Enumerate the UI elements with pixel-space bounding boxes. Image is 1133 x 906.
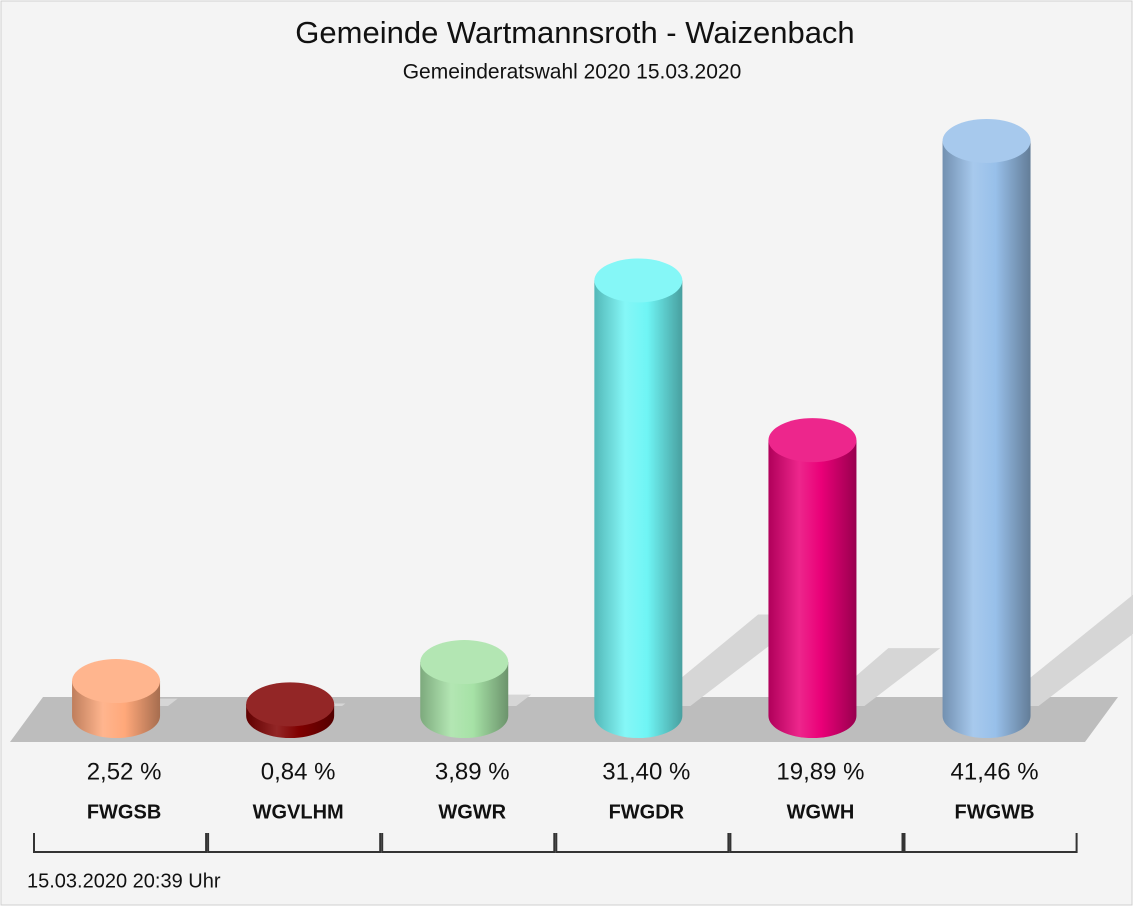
- bar: [942, 118, 1031, 739]
- value-label: 19,89 %: [776, 758, 864, 785]
- category-label: FWGSB: [87, 801, 161, 823]
- category-bracket: [555, 833, 730, 853]
- bar-top: [594, 258, 683, 303]
- value-label: 0,84 %: [261, 758, 336, 785]
- category-label: WGWR: [438, 801, 506, 823]
- category-label: FWGWB: [955, 801, 1035, 823]
- category-bracket: [381, 833, 556, 853]
- bar: [420, 640, 509, 738]
- category-label: FWGDR: [609, 801, 685, 823]
- bar-body: [768, 440, 857, 738]
- value-label: 41,46 %: [951, 758, 1039, 785]
- category-bracket: [729, 833, 904, 853]
- bar: [768, 418, 857, 738]
- value-label: 31,40 %: [602, 758, 690, 785]
- bar-top: [768, 418, 857, 463]
- category-label: WGWH: [787, 801, 855, 823]
- bar-top: [942, 118, 1031, 163]
- bar-body: [594, 280, 683, 738]
- category-bracket: [33, 833, 208, 853]
- bar-body: [942, 140, 1031, 739]
- chart-title: Gemeinde Wartmannsroth - Waizenbach: [295, 15, 854, 50]
- bar-top: [420, 640, 509, 685]
- chart-subtitle: Gemeinderatswahl 2020 15.03.2020: [403, 61, 742, 84]
- bar: [72, 659, 161, 738]
- category-label: WGVLHM: [253, 801, 344, 823]
- footer: 15.03.2020 20:39 Uhr: [27, 870, 221, 892]
- category-bracket: [207, 833, 382, 853]
- category-bracket: [903, 833, 1078, 853]
- bar: [594, 258, 683, 738]
- bar: [246, 682, 335, 738]
- value-label: 3,89 %: [435, 758, 510, 785]
- bar-top: [72, 659, 161, 704]
- value-label: 2,52 %: [87, 758, 162, 785]
- bar-top: [246, 682, 335, 727]
- bar-shadow: [995, 594, 1133, 706]
